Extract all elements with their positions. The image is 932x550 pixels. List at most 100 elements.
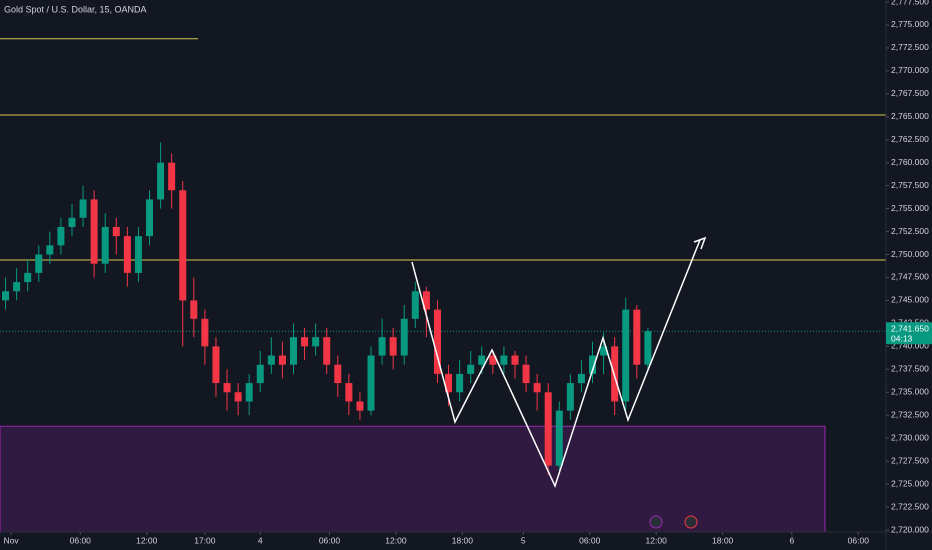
candle-body [101, 226, 109, 264]
x-tick-label: 06:00 [319, 535, 341, 545]
y-tick-label: 2,725.000 [891, 478, 929, 488]
x-tick-label: Nov [4, 535, 20, 545]
candle-body [123, 236, 131, 273]
candle-body [478, 355, 486, 365]
candle-body [566, 383, 574, 411]
candle-body [511, 355, 519, 365]
candle-body [234, 392, 242, 402]
candle-body [544, 392, 552, 466]
candle-body [323, 337, 331, 365]
y-tick-label: 2,752.500 [891, 226, 929, 236]
candle-body [312, 337, 320, 347]
candle-body [456, 373, 464, 393]
candle-body [378, 337, 386, 356]
x-tick-label: 06:00 [579, 535, 601, 545]
candle-body [245, 383, 253, 402]
event-icon[interactable] [684, 515, 698, 529]
y-tick-label: 2,765.000 [891, 111, 929, 121]
event-icon[interactable] [649, 515, 663, 529]
x-tick-label: 5 [521, 535, 526, 545]
candle-body [57, 226, 65, 246]
candle-body [622, 309, 630, 402]
candle-body [201, 318, 209, 347]
y-tick-label: 2,755.000 [891, 203, 929, 213]
candle-body [24, 272, 32, 283]
candle-body [79, 199, 87, 218]
candle-body [134, 236, 142, 273]
x-tick-label: 12:00 [646, 535, 668, 545]
candle-body [146, 199, 154, 237]
y-tick-label: 2,772.500 [891, 42, 929, 52]
candle-body [278, 355, 286, 365]
candle-body [168, 162, 176, 191]
x-tick-label: 17:00 [194, 535, 216, 545]
axis-layer: 2,720.000 2,722.500 2,725.000 2,727.500 2,73… [4, 0, 932, 545]
y-tick-label: 2,722.500 [891, 501, 929, 511]
y-tick-label: 2,735.000 [891, 387, 929, 397]
pattern-drawing [411, 239, 701, 489]
x-tick-label: 18:00 [712, 535, 734, 545]
candle-body [411, 291, 419, 319]
candle-body [267, 355, 275, 365]
y-tick-label: 2,767.500 [891, 88, 929, 98]
y-tick-label: 2,737.500 [891, 364, 929, 374]
last-price-badge [886, 322, 932, 345]
y-tick-label: 2,720.000 [891, 524, 929, 534]
candle-body [400, 318, 408, 356]
candle-body [589, 355, 597, 374]
candle-body [90, 199, 98, 264]
y-tick-label: 2,750.000 [891, 249, 929, 259]
candle-body [489, 355, 497, 365]
candle-body [522, 364, 530, 384]
candle-body [256, 364, 264, 384]
candle-body [179, 190, 187, 301]
candle-body [301, 337, 309, 347]
y-tick-label: 2,775.000 [891, 19, 929, 29]
candle-body [35, 254, 43, 273]
x-tick-label: 06:00 [848, 535, 870, 545]
x-tick-label: 06:00 [70, 535, 92, 545]
y-tick-label: 2,732.500 [891, 409, 929, 419]
candle-body [389, 337, 397, 356]
candle-body [467, 364, 475, 374]
candle-body [422, 291, 430, 310]
candle-body [500, 355, 508, 365]
x-tick-label: 12:00 [136, 535, 158, 545]
candle-body [345, 383, 353, 402]
candle-body [555, 410, 563, 466]
candle-body [533, 383, 541, 393]
candle-body [644, 331, 652, 365]
y-tick-label: 2,730.000 [891, 432, 929, 442]
candle-body [577, 373, 585, 384]
y-tick-label: 2,727.500 [891, 455, 929, 465]
mark-layer [2, 142, 652, 475]
candle-body [2, 291, 10, 301]
x-tick-label: 18:00 [452, 535, 474, 545]
candle-body [112, 226, 120, 237]
y-tick-label: 2,760.000 [891, 157, 929, 167]
y-tick-label: 2,762.500 [891, 134, 929, 144]
zone-layer [0, 38, 886, 533]
countdown-label: 04:13 [891, 333, 913, 343]
last-price-label: 2,741.650 [891, 323, 929, 333]
y-tick-label: 2,747.500 [891, 272, 929, 282]
x-tick-label: 6 [789, 535, 794, 545]
candle-body [157, 162, 165, 200]
candle-body [600, 346, 608, 356]
candle-body [46, 245, 54, 255]
chart-title: Gold Spot / U.S. Dollar, 15, OANDA [4, 4, 147, 14]
candle-body [190, 300, 198, 319]
candle-body [212, 346, 220, 384]
candle-body [289, 337, 297, 365]
y-tick-label: 2,745.000 [891, 295, 929, 305]
candle-body [356, 401, 364, 411]
candle-body [367, 355, 375, 411]
arrow-head [693, 236, 707, 250]
candle-body [13, 282, 21, 292]
candle-body [445, 373, 453, 393]
x-tick-label: 4 [258, 535, 263, 545]
candle-body [633, 309, 641, 365]
